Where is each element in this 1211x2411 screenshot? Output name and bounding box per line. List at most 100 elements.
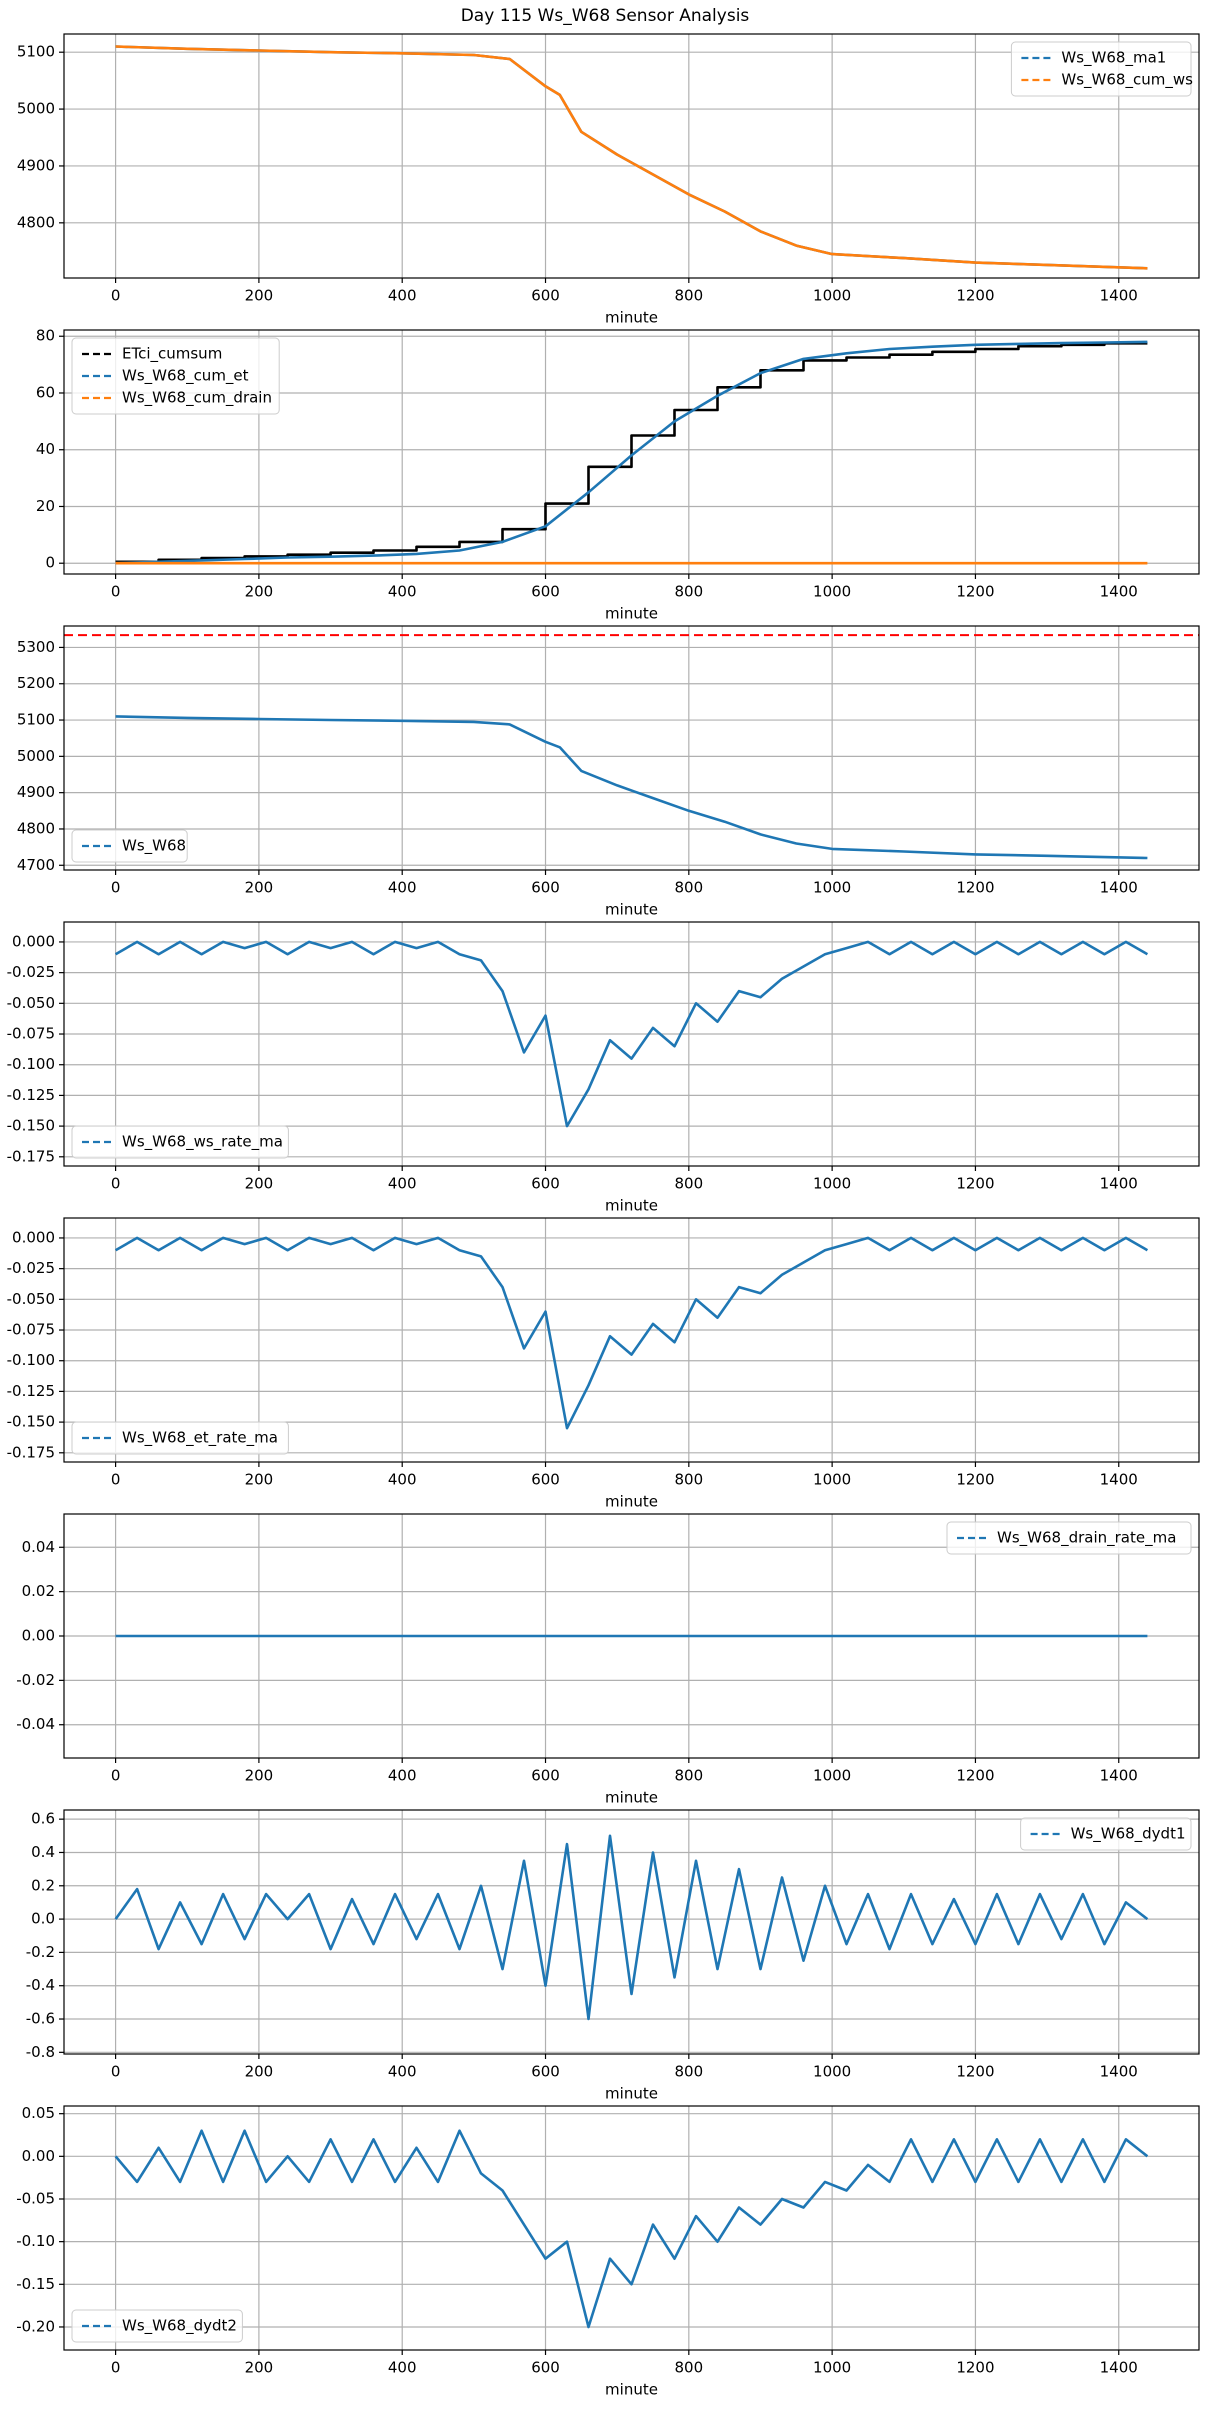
axes-frame xyxy=(63,1513,1200,1759)
x-axis-label: minute xyxy=(605,1493,658,1511)
y-tick-label: 0.6 xyxy=(31,1810,55,1828)
axes-frame xyxy=(63,1809,1200,2055)
y-tick-label: -0.125 xyxy=(7,1086,55,1104)
x-axis-label: minute xyxy=(605,605,658,623)
x-tick-label: 1000 xyxy=(813,583,851,601)
y-tick-label: -0.050 xyxy=(7,1290,55,1308)
x-axis-label: minute xyxy=(605,2085,658,2103)
x-tick-label: 400 xyxy=(388,2063,417,2081)
x-tick-label: 400 xyxy=(388,2359,417,2377)
y-tick-label: 5100 xyxy=(17,711,55,729)
series-line xyxy=(115,45,1148,270)
y-tick-label: 5100 xyxy=(17,43,55,61)
series-line xyxy=(114,940,1149,1128)
y-tick-label: -0.175 xyxy=(7,1443,55,1461)
x-tick-label: 1400 xyxy=(1100,879,1138,897)
y-tick-label: 60 xyxy=(36,383,55,401)
x-axis-label: minute xyxy=(605,1789,658,1807)
legend-box xyxy=(71,2309,243,2343)
y-tick-label: 0.0 xyxy=(31,1910,55,1928)
plot-area xyxy=(64,634,1199,860)
x-tick-label: 800 xyxy=(675,1471,704,1489)
legend-label: Ws_W68_dydt1 xyxy=(1071,1825,1186,1844)
x-tick-label: 1400 xyxy=(1100,2359,1138,2377)
legend-label: Ws_W68_drain_rate_ma xyxy=(997,1529,1176,1548)
plot-area xyxy=(114,1236,1149,1430)
x-tick-label: 0 xyxy=(111,583,121,601)
figure-title: Day 115 Ws_W68 Sensor Analysis xyxy=(461,6,750,26)
x-tick-label: 800 xyxy=(675,1767,704,1785)
y-tick-label: 0.4 xyxy=(31,1843,55,1861)
x-tick-label: 1200 xyxy=(956,583,994,601)
x-tick-label: 800 xyxy=(675,1175,704,1193)
x-tick-label: 0 xyxy=(111,2359,121,2377)
x-tick-label: 0 xyxy=(111,287,121,305)
y-tick-label: 4900 xyxy=(17,783,55,801)
y-tick-label: -0.15 xyxy=(16,2275,55,2293)
x-tick-label: 1200 xyxy=(956,2063,994,2081)
x-tick-label: 0 xyxy=(111,1175,121,1193)
x-tick-label: 600 xyxy=(531,287,560,305)
x-tick-label: 1200 xyxy=(956,1471,994,1489)
y-tick-label: 0.00 xyxy=(22,1627,55,1645)
y-tick-label: -0.6 xyxy=(26,2010,55,2028)
y-tick-label: 0.05 xyxy=(22,2104,55,2122)
axes-frame xyxy=(63,2105,1200,2351)
x-tick-label: 0 xyxy=(111,2063,121,2081)
x-tick-label: 600 xyxy=(531,879,560,897)
y-tick-label: -0.04 xyxy=(16,1715,55,1733)
legend-box xyxy=(946,1521,1192,1555)
x-tick-label: 1400 xyxy=(1100,2063,1138,2081)
legend-label: Ws_W68_cum_ws xyxy=(1061,71,1193,90)
x-tick-label: 600 xyxy=(531,1471,560,1489)
x-tick-label: 0 xyxy=(111,1767,121,1785)
x-tick-label: 1000 xyxy=(813,287,851,305)
y-tick-label: -0.050 xyxy=(7,994,55,1012)
legend-label: Ws_W68_ma1 xyxy=(1061,49,1166,68)
legend-label: Ws_W68_cum_drain xyxy=(122,389,272,408)
x-tick-label: 0 xyxy=(111,879,121,897)
y-tick-label: -0.100 xyxy=(7,1055,55,1073)
x-tick-label: 200 xyxy=(245,2063,274,2081)
x-tick-label: 1000 xyxy=(813,1175,851,1193)
legend-label: Ws_W68_et_rate_ma xyxy=(122,1429,278,1448)
plot-area xyxy=(115,45,1148,270)
x-tick-label: 600 xyxy=(531,1175,560,1193)
legend-label: Ws_W68_ws_rate_ma xyxy=(122,1133,283,1152)
legend-label: Ws_W68 xyxy=(122,837,186,856)
series-line xyxy=(114,2129,1149,2329)
legend-box xyxy=(71,829,188,863)
y-tick-label: 0 xyxy=(45,554,55,572)
x-tick-label: 1000 xyxy=(813,1767,851,1785)
y-tick-label: 0.000 xyxy=(12,1228,55,1246)
y-tick-label: -0.10 xyxy=(16,2232,55,2250)
x-tick-label: 1200 xyxy=(956,879,994,897)
y-tick-label: -0.05 xyxy=(16,2189,55,2207)
y-tick-label: -0.100 xyxy=(7,1351,55,1369)
x-tick-label: 1000 xyxy=(813,879,851,897)
x-axis-label: minute xyxy=(605,2381,658,2399)
axes-frame xyxy=(63,625,1200,871)
series-line xyxy=(115,340,1148,565)
y-tick-label: 4800 xyxy=(17,213,55,231)
y-tick-label: 0.000 xyxy=(12,932,55,950)
x-tick-label: 400 xyxy=(388,1471,417,1489)
axes-frame xyxy=(63,921,1200,1167)
x-tick-label: 200 xyxy=(245,1767,274,1785)
y-tick-label: -0.125 xyxy=(7,1382,55,1400)
y-tick-label: -0.02 xyxy=(16,1671,55,1689)
x-tick-label: 1400 xyxy=(1100,1471,1138,1489)
axes-frame xyxy=(63,33,1200,279)
x-axis-label: minute xyxy=(605,309,658,327)
y-tick-label: 5000 xyxy=(17,100,55,118)
y-tick-label: -0.025 xyxy=(7,963,55,981)
x-tick-label: 800 xyxy=(675,879,704,897)
y-tick-label: 0.00 xyxy=(22,2147,55,2165)
x-tick-label: 800 xyxy=(675,2063,704,2081)
series-line xyxy=(114,1834,1149,2021)
series-line xyxy=(115,342,1148,564)
series-line xyxy=(114,1236,1149,1430)
axes-frame xyxy=(63,329,1200,575)
x-tick-label: 1200 xyxy=(956,1767,994,1785)
y-tick-label: 5000 xyxy=(17,747,55,765)
